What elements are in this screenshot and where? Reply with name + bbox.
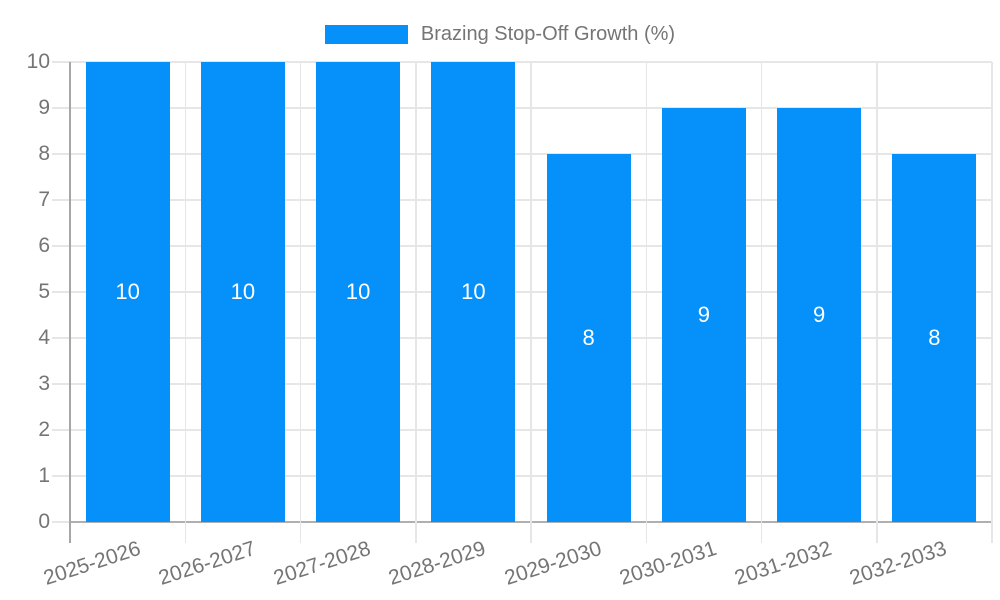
y-axis-tick-label: 10 — [26, 50, 50, 73]
y-axis-tick — [52, 199, 70, 201]
y-axis-tick — [52, 337, 70, 339]
bar-value-label: 10 — [461, 279, 486, 304]
y-axis-line — [69, 62, 71, 543]
legend-color-swatch — [324, 24, 408, 44]
vertical-gridline — [645, 62, 647, 543]
y-axis-tick — [52, 429, 70, 431]
y-axis-tick — [52, 107, 70, 109]
y-axis-tick — [52, 383, 70, 385]
bar-value-label: 9 — [697, 302, 710, 327]
vertical-gridline — [415, 62, 417, 543]
vertical-gridline — [876, 62, 878, 543]
y-axis-tick-label: 8 — [38, 142, 50, 165]
y-axis-tick-label: 4 — [38, 326, 50, 349]
bar-2028-2029 — [431, 62, 516, 522]
bar-2031-2032 — [777, 108, 862, 522]
vertical-gridline — [530, 62, 532, 543]
bar-2030-2031 — [661, 108, 746, 522]
bar-value-label: 8 — [928, 325, 941, 350]
bar-value-label: 10 — [230, 279, 256, 304]
y-axis-tick-label: 6 — [38, 234, 50, 257]
legend-label: Brazing Stop-Off Growth (%) — [420, 23, 676, 45]
y-axis-tick — [52, 521, 70, 523]
y-axis-tick — [52, 61, 70, 63]
bar-value-label: 10 — [345, 279, 371, 304]
y-axis-tick-label: 1 — [38, 464, 50, 487]
bar-2027-2028 — [316, 62, 401, 522]
y-axis-tick — [52, 475, 70, 477]
vertical-gridline — [184, 62, 186, 543]
y-axis-tick — [52, 291, 70, 293]
bar-value-label: 8 — [582, 325, 595, 350]
y-axis-tick-label: 0 — [38, 510, 50, 533]
bar-2025-2026 — [85, 62, 170, 522]
y-axis-tick-label: 2 — [38, 418, 50, 441]
y-axis-tick-label: 7 — [38, 188, 50, 211]
y-axis-tick-label: 9 — [38, 96, 50, 119]
bar-2029-2030 — [546, 154, 631, 522]
bar-2026-2027 — [200, 62, 285, 522]
y-axis-tick — [52, 153, 70, 155]
bar-2032-2033 — [892, 154, 977, 522]
vertical-gridline — [299, 62, 302, 543]
y-axis-tick-label: 3 — [38, 372, 50, 395]
vertical-gridline — [991, 62, 993, 543]
y-axis-tick-label: 5 — [38, 280, 50, 303]
vertical-gridline — [760, 62, 763, 543]
chart-legend[interactable]: Brazing Stop-Off Growth (%) — [0, 20, 1000, 48]
bar-value-label: 9 — [813, 302, 826, 327]
y-axis-tick — [52, 245, 70, 247]
bar-value-label: 10 — [115, 279, 140, 304]
